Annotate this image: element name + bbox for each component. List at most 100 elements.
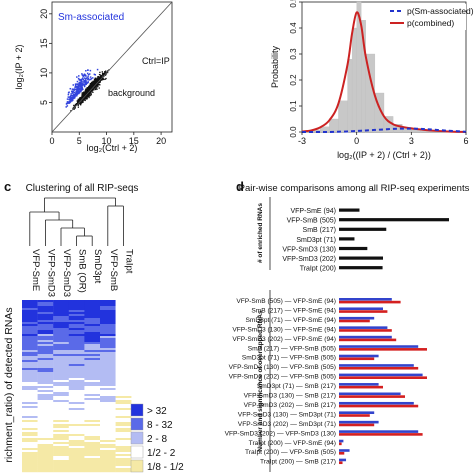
heatmap-cell (37, 334, 54, 337)
sm-associated-point (73, 97, 75, 100)
heatmap-cell (100, 370, 116, 373)
heatmap-cell (115, 344, 132, 347)
heatmap-cell (53, 358, 69, 361)
heatmap-cell (100, 372, 116, 375)
heatmap-cell (37, 306, 54, 309)
heatmap-cell (22, 360, 38, 363)
overlap-category-label: VFP-SmD3 (202) — VFP-SmE (94) (232, 336, 336, 343)
background-point (82, 93, 85, 95)
overlap-category-label: VFP-SmB (505) — VFP-SmE (94) (236, 298, 336, 305)
heatmap-cell (53, 454, 69, 457)
heatmap-cell (37, 392, 54, 395)
heatmap-cell (100, 438, 116, 441)
sm-associated-point (81, 77, 84, 79)
heatmap-cell (68, 334, 85, 337)
sm-associated-point (71, 100, 73, 102)
heatmap-cell (53, 316, 69, 319)
background-point (98, 79, 100, 81)
heatmap-cell (68, 426, 85, 429)
background-point (92, 82, 94, 85)
heatmap-cell (22, 382, 38, 385)
background-point (81, 92, 83, 94)
background-point (104, 72, 106, 74)
heatmap-cell (37, 400, 54, 403)
background-point (103, 74, 105, 76)
background-point (84, 92, 86, 94)
background-point (84, 97, 87, 100)
background-point (83, 91, 85, 93)
heatmap-cell (100, 412, 116, 415)
sm-associated-point (72, 88, 75, 91)
heatmap-cell (22, 426, 38, 429)
heatmap-cell (68, 416, 85, 419)
background-point (95, 77, 97, 80)
heatmap-cell (53, 440, 69, 443)
heatmap-cell (68, 356, 85, 359)
overlap-significance-bar (339, 414, 370, 417)
background-point (105, 77, 107, 80)
sm-associated-point (87, 75, 89, 78)
heatmap-cell (68, 320, 85, 323)
heatmap-cell (68, 374, 85, 377)
heatmap-cell (115, 432, 132, 435)
heatmap-cell (53, 420, 69, 423)
x-tick-label: 0 (49, 136, 54, 146)
overlap-number-bar (339, 430, 419, 433)
background-point (86, 91, 88, 94)
heatmap-cell (84, 340, 101, 343)
sm-associated-point (71, 92, 73, 94)
heatmap-cell (115, 362, 132, 365)
heatmap-cell (115, 304, 132, 307)
overlap-significance-bar (339, 310, 388, 313)
heatmap-cell (53, 310, 69, 313)
background-point (77, 99, 79, 102)
heatmap-cell (53, 350, 69, 353)
heatmap-cell (53, 318, 69, 321)
legend-swatch (130, 403, 144, 417)
sm-associated-point (70, 90, 73, 93)
heatmap-cell (53, 370, 69, 373)
heatmap-cell (53, 330, 69, 333)
overlap-category-label: SmD3pt (71) — VFP-SmE (94) (246, 317, 337, 324)
heatmap-cell (37, 424, 54, 427)
heatmap-cell (37, 304, 54, 307)
heatmap-cell (22, 332, 38, 335)
sm-associated-point (76, 76, 78, 78)
heatmap-cell (68, 358, 85, 361)
sm-associated-point (70, 96, 72, 99)
heatmap-column-label: VFP-SmD3 (61, 249, 72, 297)
y-tick-label: 20 (39, 9, 49, 19)
background-point (74, 107, 76, 109)
heatmap-cell (84, 392, 101, 395)
heatmap-cell (115, 374, 132, 377)
heatmap-cell (22, 388, 38, 391)
heatmap-cell (115, 384, 132, 387)
sm-associated-point (70, 93, 72, 95)
background-point (96, 78, 99, 80)
heatmap-cell (37, 380, 54, 383)
heatmap-cell (22, 366, 38, 369)
overlap-category-label: VFP-SmD3 (202) — SmD3pt (71) (238, 421, 336, 428)
sm-associated-point (78, 92, 81, 94)
background-point (101, 71, 103, 73)
heatmap-cell (22, 406, 38, 409)
sm-associated-point (87, 81, 89, 83)
heatmap-cell (68, 404, 85, 407)
background-point (91, 84, 94, 87)
heatmap-cell (84, 458, 101, 461)
histogram-bar (347, 59, 353, 133)
heatmap-cell (84, 308, 101, 311)
heatmap-cell (22, 380, 38, 383)
background-point (100, 79, 102, 82)
heatmap-cell (100, 330, 116, 333)
enriched-bar (339, 266, 383, 270)
heatmap-cell (115, 444, 132, 447)
heatmap-cell (84, 416, 101, 419)
sm-associated-point (82, 81, 85, 83)
heatmap-cell (68, 434, 85, 437)
sm-associated-point (80, 80, 83, 82)
heatmap-cell (53, 432, 69, 435)
heatmap-cell (115, 406, 132, 409)
heatmap-cell (100, 390, 116, 393)
